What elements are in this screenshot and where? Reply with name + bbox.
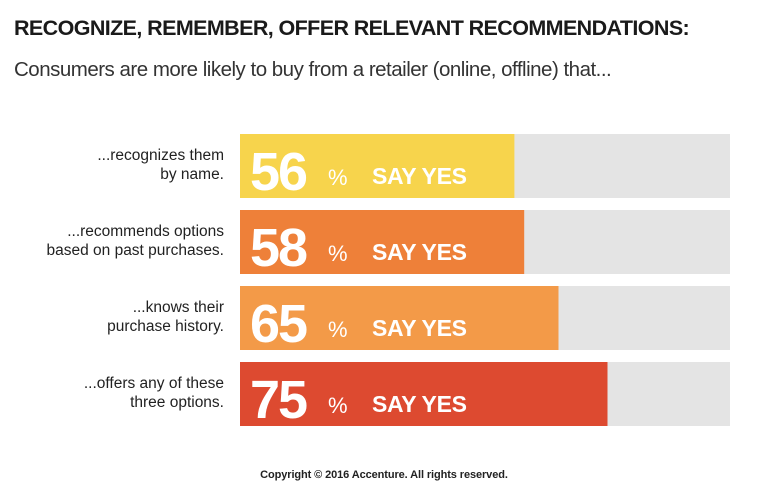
value-label: 75 [250, 370, 307, 430]
category-label: ...offers any of these three options. [84, 375, 224, 411]
chart-title: RECOGNIZE, REMEMBER, OFFER RELEVANT RECO… [14, 16, 690, 40]
percent-sign: % [328, 165, 348, 190]
value-label: 58 [250, 218, 307, 278]
value-label: 65 [250, 294, 307, 354]
value-label: 56 [250, 142, 307, 202]
say-yes-label: SAY YES [372, 239, 467, 265]
bar [240, 362, 608, 426]
copyright-notice: Copyright © 2016 Accenture. All rights r… [260, 469, 508, 481]
category-label: ...knows their purchase history. [107, 299, 224, 335]
percent-sign: % [328, 317, 348, 342]
category-label: ...recommends options based on past purch… [46, 223, 224, 259]
bar [240, 134, 515, 198]
percent-sign: % [328, 241, 348, 266]
category-label: ...recognizes them by name. [97, 147, 224, 183]
say-yes-label: SAY YES [372, 391, 467, 417]
bar [240, 286, 559, 350]
say-yes-label: SAY YES [372, 315, 467, 341]
bar [240, 210, 525, 274]
say-yes-label: SAY YES [372, 163, 467, 189]
chart-subtitle: Consumers are more likely to buy from a … [14, 58, 612, 81]
percent-sign: % [328, 393, 348, 418]
